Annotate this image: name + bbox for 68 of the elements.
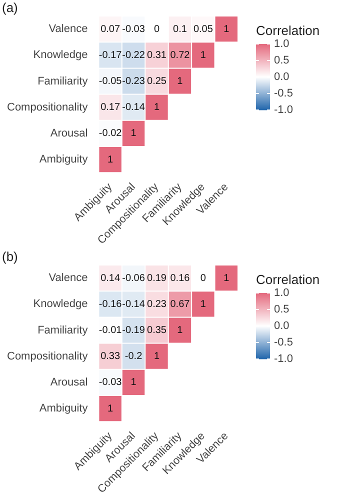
data-label: 1 [177, 76, 184, 87]
color-bar-label: -0.5 [274, 336, 293, 349]
data-label: 0.14 [100, 272, 120, 284]
data-label: 0.67 [170, 298, 190, 310]
text: (a) [2, 0, 18, 16]
data-label: -0.05 [98, 76, 122, 87]
y-tick-label: Arousal [50, 376, 88, 388]
color-bar-label: 0.5 [274, 54, 290, 67]
data-label: 0 [154, 24, 160, 35]
y-tick-label: Familiarity [38, 324, 88, 336]
y-tick-label: Valence [48, 23, 88, 36]
data-label: -0.22 [122, 50, 146, 61]
color-bar-label: 0.0 [274, 71, 290, 84]
data-label: -0.2 [124, 351, 143, 362]
data-label: 0.07 [100, 24, 120, 35]
data-label: 0.23 [147, 298, 167, 310]
y-tick-label: Ambiguity [39, 154, 88, 166]
y-tick-label: Compositionality [7, 101, 88, 114]
data-label: 1 [224, 24, 230, 35]
data-label: 0.31 [147, 50, 167, 61]
data-label: -0.14 [122, 298, 146, 310]
data-label: 0 [200, 272, 206, 284]
data-label: -0.17 [98, 50, 122, 61]
data-label: 1 [108, 403, 114, 414]
color-bar-label: 1.0 [274, 38, 290, 50]
data-label: 0.35 [147, 325, 167, 336]
y-tick-label: Knowledge [33, 298, 88, 310]
legend-title: Correlation [256, 23, 320, 38]
data-label: 1 [177, 325, 184, 336]
data-label: 1 [224, 272, 230, 284]
data-label: 1 [200, 298, 206, 310]
data-label: 0.72 [170, 50, 190, 61]
data-label: 0.1 [173, 24, 188, 35]
data-label: 1 [130, 128, 137, 140]
text: (b) [2, 249, 18, 264]
data-label: -0.06 [122, 272, 146, 284]
data-label: 1 [154, 351, 160, 362]
y-tick-label: Compositionality [7, 350, 88, 362]
data-label: -0.19 [122, 325, 146, 336]
data-label: -0.16 [98, 298, 122, 310]
color-bar-label: 1.0 [274, 287, 290, 300]
data-label: 1 [154, 102, 160, 114]
color-bar-label: 0.5 [274, 304, 290, 316]
legend-title: Correlation [256, 272, 320, 288]
data-label: -0.14 [122, 102, 146, 114]
data-label: -0.03 [98, 377, 122, 388]
data-label: -0.01 [98, 325, 122, 336]
data-label: 0.19 [147, 272, 167, 284]
y-tick-label: Familiarity [38, 75, 88, 88]
data-label: 1 [130, 377, 137, 388]
data-label: 0.33 [100, 351, 120, 362]
y-tick-label: Arousal [50, 127, 88, 140]
data-label: 0.17 [100, 102, 120, 114]
y-tick-label: Knowledge [33, 49, 88, 62]
data-label: 1 [108, 154, 114, 166]
color-bar-label: -1.0 [274, 104, 293, 116]
data-label: -0.02 [98, 128, 122, 140]
color-bar-label: 0.0 [274, 320, 290, 332]
data-label: -0.03 [122, 24, 146, 35]
color-bar-label: -1.0 [274, 353, 293, 366]
data-label: 0.25 [147, 76, 167, 87]
data-label: 0.16 [170, 272, 190, 284]
color-bar-label: -0.5 [274, 88, 293, 100]
data-label: 1 [200, 50, 206, 61]
y-tick-label: Valence [48, 272, 88, 284]
data-label: -0.23 [122, 76, 146, 87]
y-tick-label: Ambiguity [39, 402, 88, 415]
data-label: 0.05 [193, 24, 214, 35]
